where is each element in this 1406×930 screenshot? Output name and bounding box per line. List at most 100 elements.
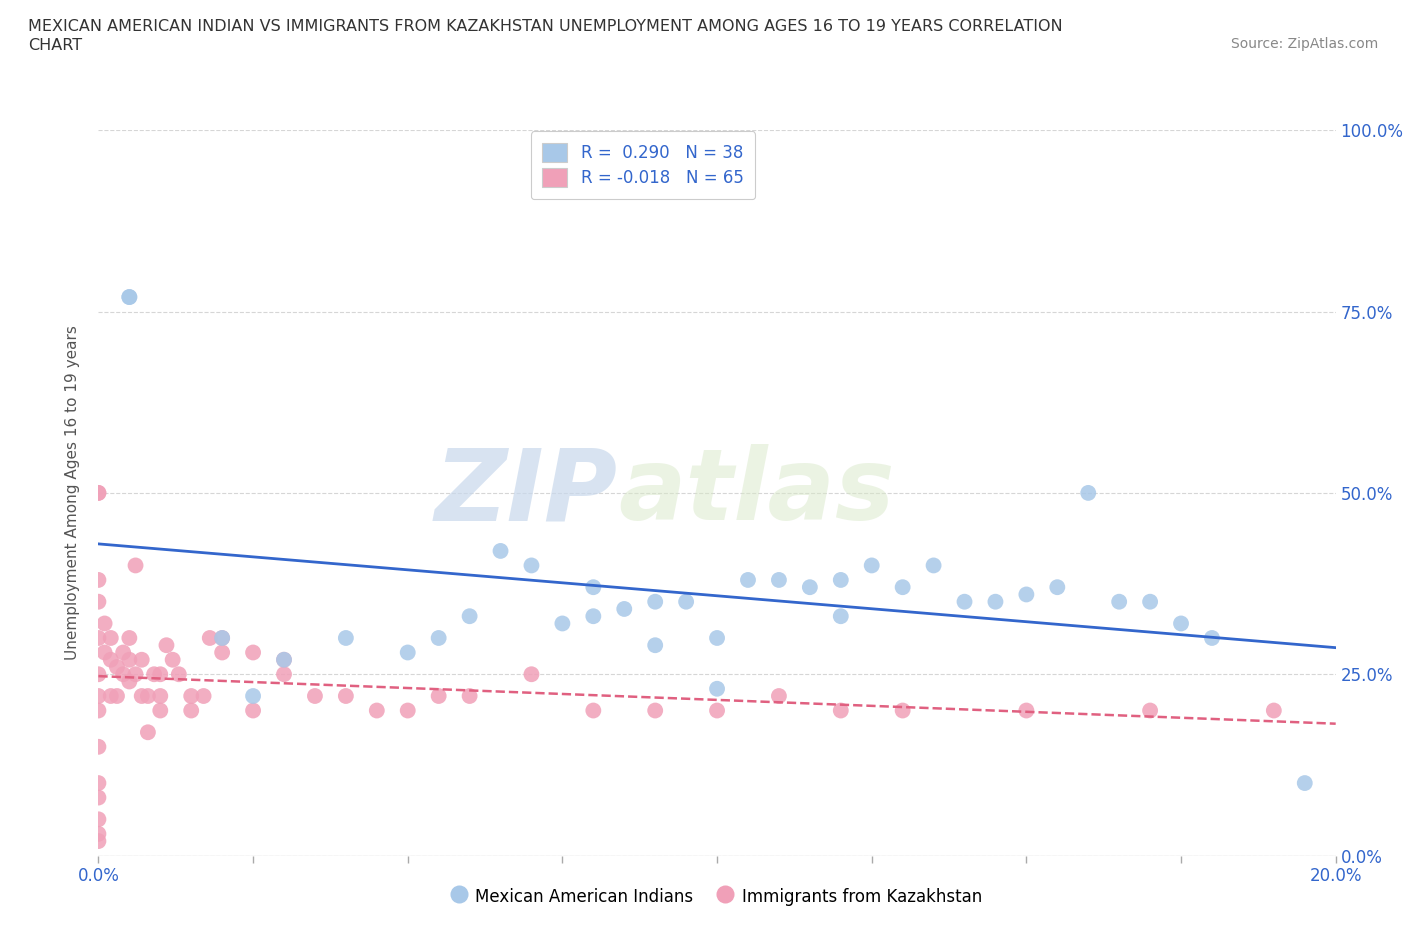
Point bbox=[1015, 587, 1038, 602]
Point bbox=[613, 602, 636, 617]
Point bbox=[124, 558, 146, 573]
Point bbox=[211, 645, 233, 660]
Point bbox=[143, 667, 166, 682]
Y-axis label: Unemployment Among Ages 16 to 19 years: Unemployment Among Ages 16 to 19 years bbox=[65, 326, 80, 660]
Text: MEXICAN AMERICAN INDIAN VS IMMIGRANTS FROM KAZAKHSTAN UNEMPLOYMENT AMONG AGES 16: MEXICAN AMERICAN INDIAN VS IMMIGRANTS FR… bbox=[28, 19, 1063, 53]
Point bbox=[984, 594, 1007, 609]
Point bbox=[242, 703, 264, 718]
Point bbox=[768, 688, 790, 703]
Point bbox=[162, 652, 184, 667]
Point bbox=[644, 594, 666, 609]
Point bbox=[100, 631, 122, 645]
Point bbox=[87, 776, 110, 790]
Point bbox=[87, 827, 110, 842]
Point bbox=[149, 688, 172, 703]
Point bbox=[1139, 594, 1161, 609]
Point bbox=[860, 558, 883, 573]
Point bbox=[706, 703, 728, 718]
Point bbox=[768, 573, 790, 588]
Point bbox=[87, 812, 110, 827]
Point bbox=[582, 579, 605, 594]
Point bbox=[1015, 703, 1038, 718]
Point bbox=[1046, 579, 1069, 594]
Point bbox=[396, 703, 419, 718]
Point bbox=[87, 833, 110, 848]
Point bbox=[136, 688, 159, 703]
Point bbox=[675, 594, 697, 609]
Point bbox=[112, 645, 135, 660]
Point bbox=[211, 631, 233, 645]
Point bbox=[87, 594, 110, 609]
Point bbox=[1201, 631, 1223, 645]
Point bbox=[87, 688, 110, 703]
Point bbox=[87, 703, 110, 718]
Point bbox=[335, 688, 357, 703]
Point bbox=[1263, 703, 1285, 718]
Point bbox=[136, 724, 159, 739]
Point bbox=[118, 674, 141, 689]
Point bbox=[100, 688, 122, 703]
Point bbox=[1170, 616, 1192, 631]
Point bbox=[953, 594, 976, 609]
Legend: Mexican American Indians, Immigrants from Kazakhstan: Mexican American Indians, Immigrants fro… bbox=[446, 880, 988, 912]
Point bbox=[124, 667, 146, 682]
Point bbox=[131, 688, 153, 703]
Point bbox=[118, 289, 141, 304]
Point bbox=[644, 638, 666, 653]
Point bbox=[87, 631, 110, 645]
Point bbox=[242, 645, 264, 660]
Point bbox=[396, 645, 419, 660]
Point bbox=[458, 609, 481, 624]
Point bbox=[799, 579, 821, 594]
Point bbox=[582, 609, 605, 624]
Point bbox=[167, 667, 190, 682]
Point bbox=[155, 638, 177, 653]
Point bbox=[1108, 594, 1130, 609]
Point bbox=[112, 667, 135, 682]
Point bbox=[273, 652, 295, 667]
Point bbox=[366, 703, 388, 718]
Point bbox=[118, 631, 141, 645]
Point bbox=[830, 609, 852, 624]
Text: ZIP: ZIP bbox=[434, 445, 619, 541]
Point bbox=[211, 631, 233, 645]
Point bbox=[1139, 703, 1161, 718]
Point bbox=[706, 631, 728, 645]
Point bbox=[180, 688, 202, 703]
Point bbox=[891, 703, 914, 718]
Point bbox=[118, 289, 141, 304]
Point bbox=[87, 667, 110, 682]
Point bbox=[489, 543, 512, 558]
Point bbox=[1294, 776, 1316, 790]
Point bbox=[706, 682, 728, 697]
Point bbox=[87, 573, 110, 588]
Point bbox=[105, 659, 128, 674]
Point bbox=[273, 667, 295, 682]
Point bbox=[520, 558, 543, 573]
Point bbox=[304, 688, 326, 703]
Point bbox=[458, 688, 481, 703]
Point bbox=[273, 652, 295, 667]
Text: Source: ZipAtlas.com: Source: ZipAtlas.com bbox=[1230, 37, 1378, 51]
Point bbox=[1077, 485, 1099, 500]
Point bbox=[427, 688, 450, 703]
Point bbox=[891, 579, 914, 594]
Point bbox=[427, 631, 450, 645]
Point bbox=[922, 558, 945, 573]
Point bbox=[193, 688, 215, 703]
Point bbox=[198, 631, 221, 645]
Point bbox=[131, 652, 153, 667]
Point bbox=[582, 703, 605, 718]
Point bbox=[180, 703, 202, 718]
Point bbox=[149, 667, 172, 682]
Point bbox=[87, 790, 110, 805]
Point bbox=[118, 652, 141, 667]
Point bbox=[100, 652, 122, 667]
Point bbox=[93, 616, 115, 631]
Point bbox=[93, 645, 115, 660]
Point bbox=[87, 485, 110, 500]
Point bbox=[644, 703, 666, 718]
Point bbox=[87, 739, 110, 754]
Text: atlas: atlas bbox=[619, 445, 894, 541]
Point bbox=[830, 573, 852, 588]
